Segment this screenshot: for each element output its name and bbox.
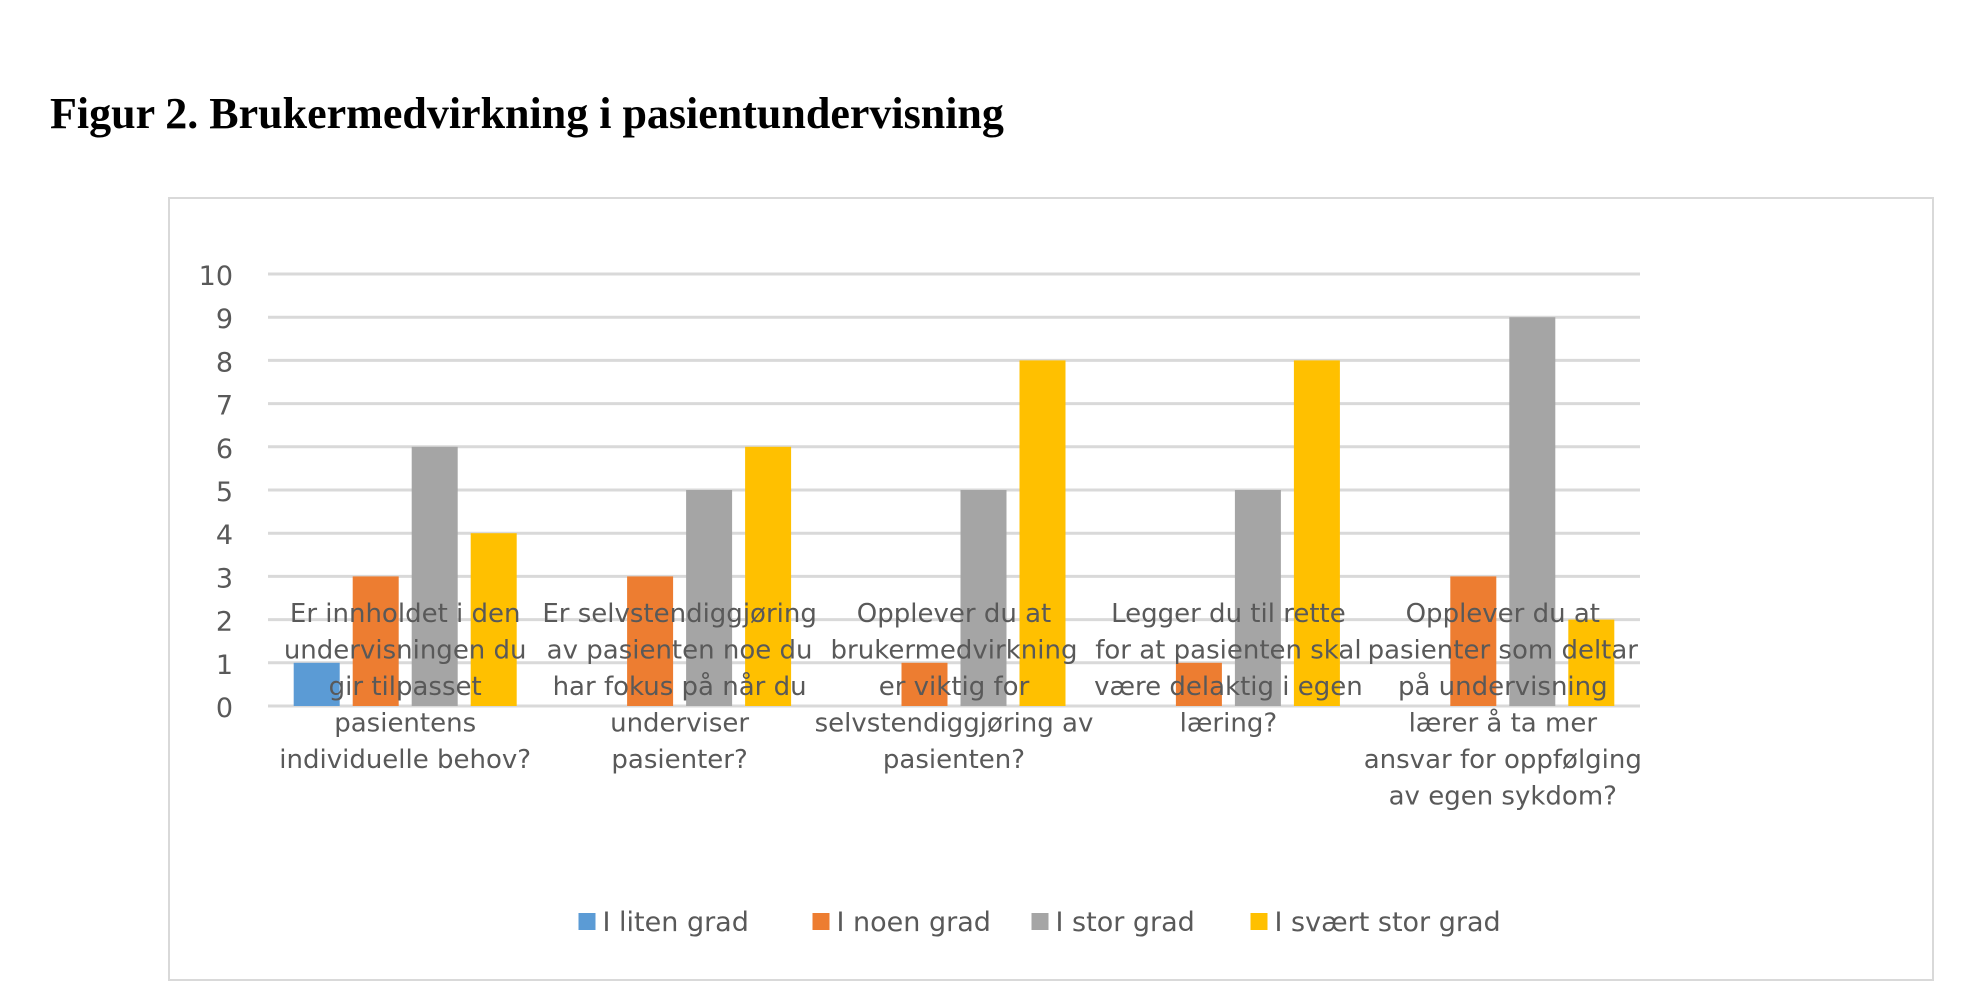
y-tick-label: 4 (216, 520, 233, 551)
category-label: underviser (610, 709, 749, 739)
bar (1019, 360, 1066, 706)
category-label: brukermedvirkning (831, 636, 1078, 666)
category-label: Legger du til rette (1111, 599, 1346, 629)
y-tick-label: 7 (216, 391, 233, 422)
category-label: for at pasienten skal (1095, 636, 1361, 666)
category-label: Er selvstendiggjøring (542, 599, 817, 629)
category-label: av egen sykdom? (1389, 782, 1617, 812)
category-label: pasienter som deltar (1368, 636, 1639, 666)
y-tick-label: 5 (216, 477, 233, 508)
y-tick-label: 0 (216, 693, 233, 724)
y-tick-label: 3 (216, 563, 233, 594)
bar (1450, 576, 1497, 706)
bar (745, 446, 792, 706)
category-label: individuelle behov? (279, 745, 531, 775)
category-label: pasienten? (883, 745, 1025, 775)
category-label: Er innholdet i den (290, 599, 521, 629)
category-label: pasientens (334, 709, 476, 739)
y-tick-label: 6 (216, 434, 233, 465)
bar (1293, 360, 1340, 706)
figure-title: Figur 2. Brukermedvirkning i pasientunde… (50, 89, 1004, 138)
bar (293, 662, 340, 706)
legend-label: I stor grad (1056, 907, 1195, 938)
category-label: er viktig for (879, 672, 1030, 702)
y-tick-label: 8 (216, 347, 233, 378)
category-label: har fokus på når du (553, 671, 807, 702)
category-label: gir tilpasset (329, 672, 482, 702)
category-label: Opplever du at (1406, 599, 1600, 629)
bar (352, 576, 399, 706)
category-label: undervisningen du (284, 636, 527, 666)
bar (1175, 662, 1222, 706)
bar (960, 490, 1007, 706)
legend-label: I noen grad (837, 907, 991, 938)
y-tick-label: 1 (216, 650, 233, 681)
bar (1568, 619, 1615, 706)
chart-frame (168, 197, 1934, 981)
bar (1509, 317, 1556, 706)
legend-swatch (1250, 913, 1268, 930)
category-label: være delaktig i egen (1094, 672, 1363, 702)
y-tick-label: 10 (199, 261, 233, 292)
bar (627, 576, 674, 706)
category-label: lærer å ta mer (1409, 708, 1598, 739)
legend-label: I svært stor grad (1275, 907, 1501, 938)
category-label: Opplever du at (857, 599, 1051, 629)
legend-swatch (812, 913, 830, 930)
category-label: pasienter? (611, 745, 747, 775)
bar (686, 490, 733, 706)
legend-label: I liten grad (603, 907, 749, 938)
legend-swatch (1031, 913, 1049, 930)
legend-swatch (578, 913, 596, 930)
category-label: på undervisning (1398, 671, 1608, 702)
y-tick-label: 2 (216, 607, 233, 638)
bar (1234, 490, 1281, 706)
category-label: ansvar for oppfølging (1364, 745, 1642, 775)
category-label: av pasienten noe du (547, 636, 813, 666)
category-label: læring? (1180, 709, 1277, 739)
bar (901, 662, 948, 706)
bar (470, 533, 517, 706)
bar (411, 446, 458, 706)
y-tick-label: 9 (216, 304, 233, 335)
category-label: selvstendiggjøring av (815, 709, 1094, 739)
